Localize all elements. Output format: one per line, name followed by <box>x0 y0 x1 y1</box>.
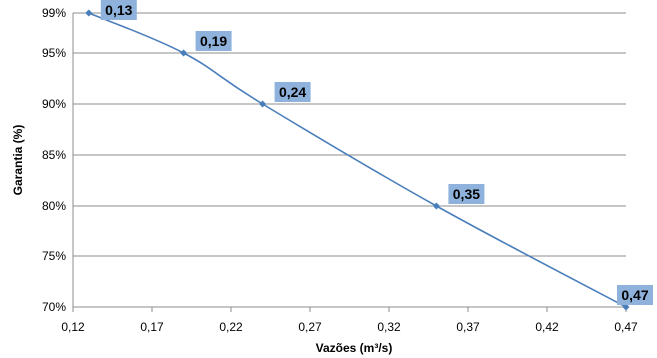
data-label-bg <box>100 0 137 20</box>
data-label-bg <box>617 285 653 305</box>
x-tick-label: 0,37 <box>456 320 480 334</box>
x-tick-label: 0,47 <box>614 320 638 334</box>
y-axis-title: Garantia (%) <box>11 125 25 196</box>
data-point <box>180 49 188 57</box>
data-labels: 0,13 0,19 0,24 0,35 0,47 <box>100 0 653 305</box>
data-label-bg <box>274 82 311 102</box>
data-label: 0,19 <box>200 33 227 49</box>
y-tick-labels: 99% 95% 90% 85% 80% 75% 70% <box>42 6 66 314</box>
x-tick-label: 0,12 <box>61 320 85 334</box>
data-label-bg <box>195 31 232 51</box>
y-tick-label: 80% <box>42 199 66 213</box>
x-tick-label: 0,22 <box>219 320 243 334</box>
y-tick-label: 99% <box>42 6 66 20</box>
x-tick-label: 0,32 <box>377 320 401 334</box>
y-tick-label: 95% <box>42 46 66 60</box>
y-tick-label: 75% <box>42 249 66 263</box>
data-label-bg <box>448 184 485 204</box>
data-label: 0,13 <box>105 2 132 18</box>
x-axis-title: Vazões (m³/s) <box>316 341 393 355</box>
data-label: 0,47 <box>621 287 648 303</box>
y-tick-label: 85% <box>42 148 66 162</box>
data-point <box>85 9 93 17</box>
x-tick-label: 0,27 <box>298 320 322 334</box>
x-tick-label: 0,17 <box>140 320 164 334</box>
data-point <box>432 202 440 210</box>
series-line <box>88 12 627 308</box>
data-label: 0,35 <box>453 186 480 202</box>
y-tick-label: 90% <box>42 97 66 111</box>
y-tick-label: 70% <box>42 300 66 314</box>
data-label: 0,24 <box>279 84 306 100</box>
data-point <box>622 303 630 311</box>
x-axis: 0,12 0,17 0,22 0,27 0,32 0,37 0,42 0,47 <box>61 13 638 334</box>
data-point <box>259 100 267 108</box>
x-tick-label: 0,42 <box>535 320 559 334</box>
